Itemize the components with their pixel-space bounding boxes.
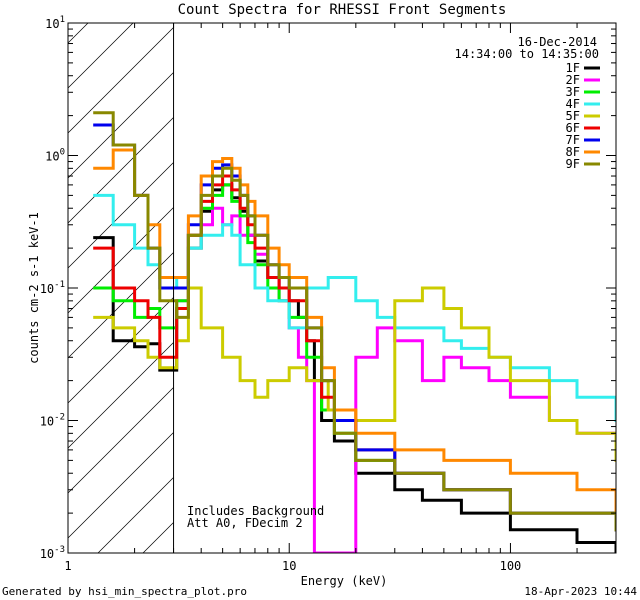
hatch-line xyxy=(68,431,174,539)
series-9F xyxy=(93,111,616,532)
y-tick-label: 100 xyxy=(45,148,65,164)
legend-label-6F: 6F xyxy=(566,121,580,135)
hatch-line xyxy=(68,71,174,179)
hatched-region xyxy=(68,23,174,553)
x-tick-label: 10 xyxy=(282,559,296,573)
legend-label-7F: 7F xyxy=(566,133,580,147)
legend-label-9F: 9F xyxy=(566,157,580,171)
hatch-line xyxy=(68,206,174,314)
series-5F xyxy=(93,286,616,462)
chart-title: Count Spectra for RHESSI Front Segments xyxy=(178,2,507,18)
y-tick-label: 10-1 xyxy=(40,280,65,296)
y-tick-label: 10-2 xyxy=(40,413,65,429)
legend-label-4F: 4F xyxy=(566,97,580,111)
footer-right: 18-Apr-2023 10:44 xyxy=(524,585,637,598)
x-tick-label: 1 xyxy=(64,559,71,573)
series-layer xyxy=(93,111,616,553)
hatch-line xyxy=(68,251,174,359)
legend-label-1F: 1F xyxy=(566,61,580,75)
footer-left: Generated by hsi_min_spectra_plot.pro xyxy=(2,585,247,598)
y-tick-label: 10-3 xyxy=(40,545,65,561)
annotation-line-1: Includes Background xyxy=(187,504,324,518)
legend-label-8F: 8F xyxy=(566,145,580,159)
hatch-line xyxy=(68,26,174,134)
x-axis-label: Energy (keV) xyxy=(301,574,388,588)
time-range-label: 14:34:00 to 14:35:00 xyxy=(455,47,600,61)
axis-ticks: 1 10 100 101 100 10-1 10-2 10-3 xyxy=(40,15,617,573)
annotation-line-2: Att A0, FDecim 2 xyxy=(187,516,303,530)
x-tick-label: 100 xyxy=(500,559,522,573)
legend-label-2F: 2F xyxy=(566,73,580,87)
legend-label-3F: 3F xyxy=(566,85,580,99)
y-tick-label: 101 xyxy=(45,15,65,31)
legend-label-5F: 5F xyxy=(566,109,580,123)
hatch-line xyxy=(68,386,174,494)
y-axis-label: counts cm-2 s-1 keV-1 xyxy=(27,212,41,364)
date-label: 16-Dec-2014 xyxy=(518,35,597,49)
